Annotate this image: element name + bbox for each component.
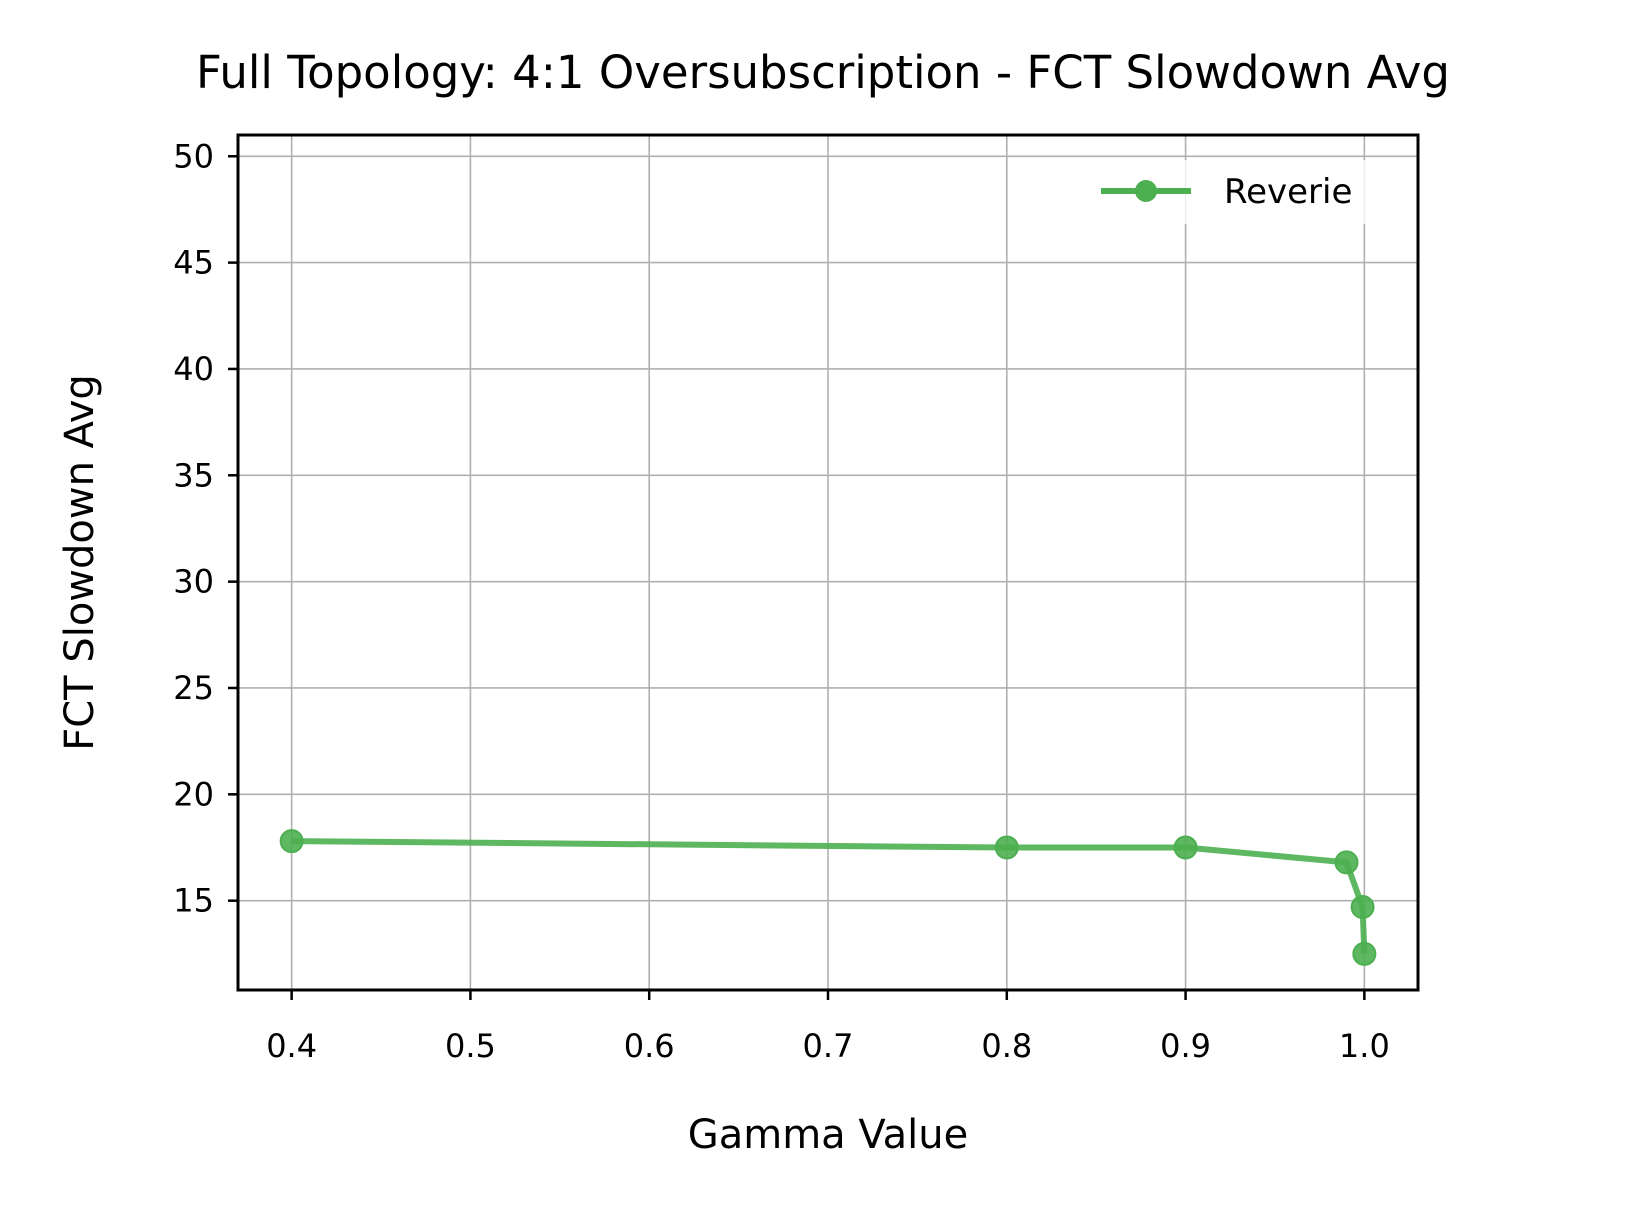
data-point — [1350, 895, 1375, 920]
x-axis-label: Gamma Value — [688, 1112, 969, 1158]
series-layer — [279, 829, 1377, 966]
y-tick-label: 45 — [173, 244, 214, 282]
x-tick-label: 0.6 — [624, 1027, 675, 1065]
legend-label: Reverie — [1224, 172, 1352, 212]
x-tick-label: 0.5 — [445, 1027, 496, 1065]
x-tick-label: 0.9 — [1160, 1027, 1211, 1065]
grid — [238, 135, 1418, 990]
data-point — [279, 829, 304, 854]
data-point — [1334, 850, 1359, 875]
x-tick-label: 0.8 — [981, 1027, 1032, 1065]
y-tick-label: 20 — [173, 775, 214, 813]
legend: Reverie — [1085, 160, 1403, 224]
data-point — [1352, 941, 1377, 966]
chart-title: Full Topology: 4:1 Oversubscription - FC… — [196, 46, 1450, 99]
ticks: 0.4 0.5 0.6 0.7 0.8 0.9 1.0 15 20 25 30 35 40 45 50 — [173, 137, 1390, 1065]
data-point — [1173, 835, 1198, 860]
y-tick-label: 50 — [173, 137, 214, 175]
data-point — [994, 835, 1019, 860]
y-tick-label: 35 — [173, 456, 214, 494]
y-tick-label: 30 — [173, 563, 214, 601]
x-tick-label: 0.7 — [803, 1027, 854, 1065]
y-tick-label: 40 — [173, 350, 214, 388]
y-axis-label: FCT Slowdown Avg — [57, 374, 103, 751]
y-tick-label: 25 — [173, 669, 214, 707]
x-tick-label: 1.0 — [1339, 1027, 1390, 1065]
y-tick-label: 15 — [173, 882, 214, 920]
legend-marker — [1135, 180, 1157, 202]
x-tick-label: 0.4 — [266, 1027, 317, 1065]
